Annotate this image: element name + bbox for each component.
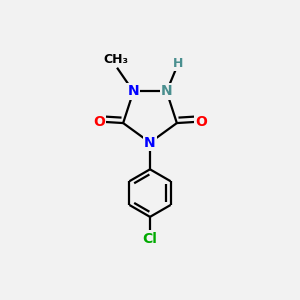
Text: Cl: Cl: [142, 232, 158, 246]
Text: CH₃: CH₃: [103, 53, 128, 66]
Text: N: N: [161, 85, 172, 98]
Text: O: O: [195, 115, 207, 129]
Text: H: H: [173, 57, 184, 70]
Text: N: N: [144, 136, 156, 150]
Text: O: O: [93, 115, 105, 129]
Text: N: N: [128, 85, 139, 98]
